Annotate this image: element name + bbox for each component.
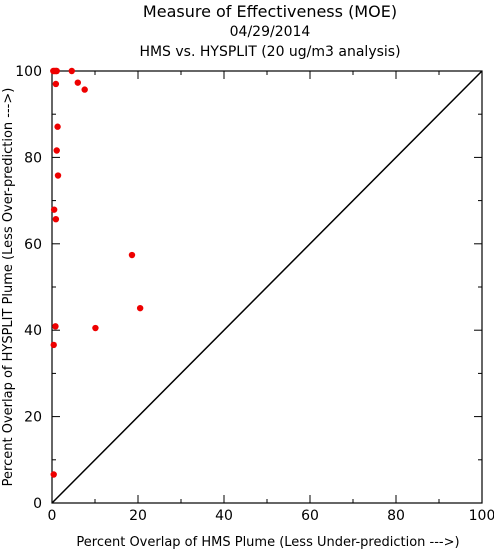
data-point xyxy=(53,147,60,154)
x-tick-label: 40 xyxy=(215,508,233,524)
data-points xyxy=(50,67,144,478)
x-tick-label: 100 xyxy=(469,508,494,524)
y-tick-label: 20 xyxy=(24,410,42,426)
x-tick-label: 60 xyxy=(301,508,319,524)
data-point xyxy=(54,123,61,130)
x-tick-label: 80 xyxy=(387,508,405,524)
data-point xyxy=(50,341,57,349)
y-axis-label: Percent Overlap of HYSPLIT Plume (Less O… xyxy=(1,88,16,487)
y-tick-label: 40 xyxy=(24,323,42,339)
data-point xyxy=(50,206,58,213)
x-axis-label: Percent Overlap of HMS Plume (Less Under… xyxy=(76,535,459,550)
data-point xyxy=(128,251,136,259)
data-point xyxy=(54,172,62,179)
data-point xyxy=(74,79,82,86)
y-tick-label: 80 xyxy=(24,150,42,166)
data-point xyxy=(92,324,99,332)
data-point xyxy=(50,471,57,478)
data-point xyxy=(52,323,59,330)
axis-ticks xyxy=(51,70,483,504)
y-tick-label: 100 xyxy=(15,64,42,80)
data-point xyxy=(52,80,60,88)
data-point xyxy=(81,86,88,93)
y-tick-label: 0 xyxy=(33,496,42,512)
chart-title: Measure of Effectiveness (MOE) xyxy=(143,2,397,21)
data-point xyxy=(52,215,60,223)
x-tick-label: 20 xyxy=(129,508,147,524)
tick-labels: 0 20 40 60 80 100 0 20 40 60 80 100 xyxy=(15,64,494,524)
data-point xyxy=(53,67,60,75)
y-tick-label: 60 xyxy=(24,237,42,253)
data-point xyxy=(136,304,144,312)
chart-date: 04/29/2014 xyxy=(230,24,311,40)
diagonal-line xyxy=(51,70,483,504)
chart-subtitle: HMS vs. HYSPLIT (20 ug/m3 analysis) xyxy=(139,44,400,60)
x-tick-label: 0 xyxy=(48,508,57,524)
data-point xyxy=(68,67,75,75)
diagonal-reference-line xyxy=(51,70,483,504)
